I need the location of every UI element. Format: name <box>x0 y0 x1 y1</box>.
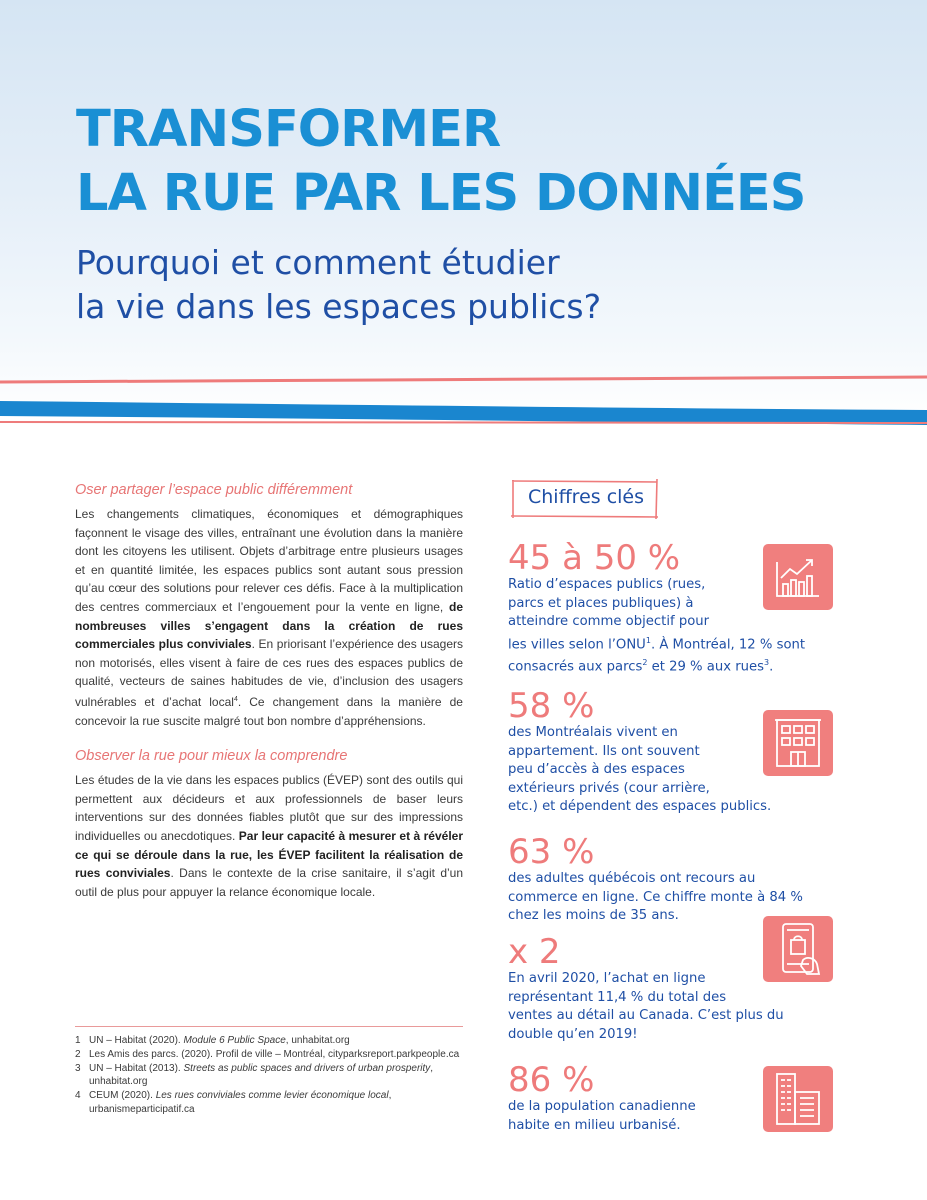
coral-stripe-top <box>0 375 927 384</box>
stat-item: 45 à 50 % Ratio d’espaces publics (rues,… <box>508 540 808 677</box>
hand-drawn-frame <box>510 478 659 520</box>
page-title: TRANSFORMER LA RUE PAR LES DONNÉES <box>76 98 806 226</box>
growth-chart-icon <box>763 544 833 610</box>
paragraph-observe: Les études de la vie dans les espaces pu… <box>75 773 464 899</box>
footnote-item: 2 Les Amis des parcs. (2020). Profil de v… <box>75 1048 460 1060</box>
stat-item: 58 % des Montréalais vivent en apparteme… <box>508 688 838 817</box>
page-subtitle: Pourquoi et comment étudier la vie dans … <box>76 241 601 329</box>
paragraph-share: Les changements climatiques, économiques… <box>75 507 463 728</box>
stat-description: des Montréalais vivent en appartement. I… <box>508 725 772 814</box>
key-figures-title: Chiffres clés <box>528 486 645 508</box>
blue-stripe <box>0 401 927 425</box>
coral-stripe-bottom <box>0 421 927 425</box>
footnotes: 1 UN – Habitat (2020). Module 6 Public Sp… <box>75 1034 475 1117</box>
decorative-stripes <box>0 375 927 425</box>
footnote-divider <box>75 1026 463 1027</box>
stat-description: En avril 2020, l’achat en ligne représen… <box>508 971 784 1042</box>
subtitle-line-1: Pourquoi et comment étudier <box>76 243 560 282</box>
apartment-building-icon <box>763 710 833 776</box>
online-shopping-icon <box>763 916 833 982</box>
subtitle-line-2: la vie dans les espaces publics? <box>76 287 602 326</box>
stat-value: 58 % <box>508 686 595 726</box>
section-heading-share: Oser partager l’espace public différemme… <box>75 482 353 498</box>
section-heading-observe: Observer la rue pour mieux la comprendre <box>75 748 348 765</box>
stat-description: de la population canadienne habite en mi… <box>508 1099 696 1133</box>
stat-description: des adultes québécois ont recours au com… <box>508 871 803 923</box>
stat-value: x 2 <box>508 932 561 972</box>
footnote-item: 4 CEUM (2020). Les rues conviviales comme… <box>75 1090 392 1115</box>
stat-item: 86 % de la population canadienne habite … <box>508 1062 808 1135</box>
header-background <box>0 0 927 420</box>
stat-item: 63 % des adultes québécois ont recours a… <box>508 834 848 926</box>
stat-description: Ratio d’espaces publics (rues, parcs et … <box>508 577 806 675</box>
title-line-1: TRANSFORMER <box>76 100 501 159</box>
footnote-item: 1 UN – Habitat (2020). Module 6 Public Sp… <box>75 1035 350 1046</box>
bold-highlight: Par leur capacité à mesurer et à révéler… <box>75 828 463 881</box>
stat-value: 63 % <box>508 832 595 872</box>
stat-item: x 2 En avril 2020, l’achat en ligne repr… <box>508 934 828 1044</box>
city-buildings-icon <box>763 1066 833 1132</box>
stat-value: 45 à 50 % <box>508 538 681 578</box>
title-line-2: LA RUE PAR LES DONNÉES <box>76 164 806 223</box>
footnote-item: 3 UN – Habitat (2013). Streets as public … <box>75 1062 434 1088</box>
stat-value: 86 % <box>508 1060 595 1100</box>
main-text-column: Oser partager l’espace public différemme… <box>75 482 463 901</box>
key-figures-heading-box: Chiffres clés <box>510 476 660 520</box>
bold-highlight: de nombreuses villes s’engagent dans la … <box>75 599 463 652</box>
